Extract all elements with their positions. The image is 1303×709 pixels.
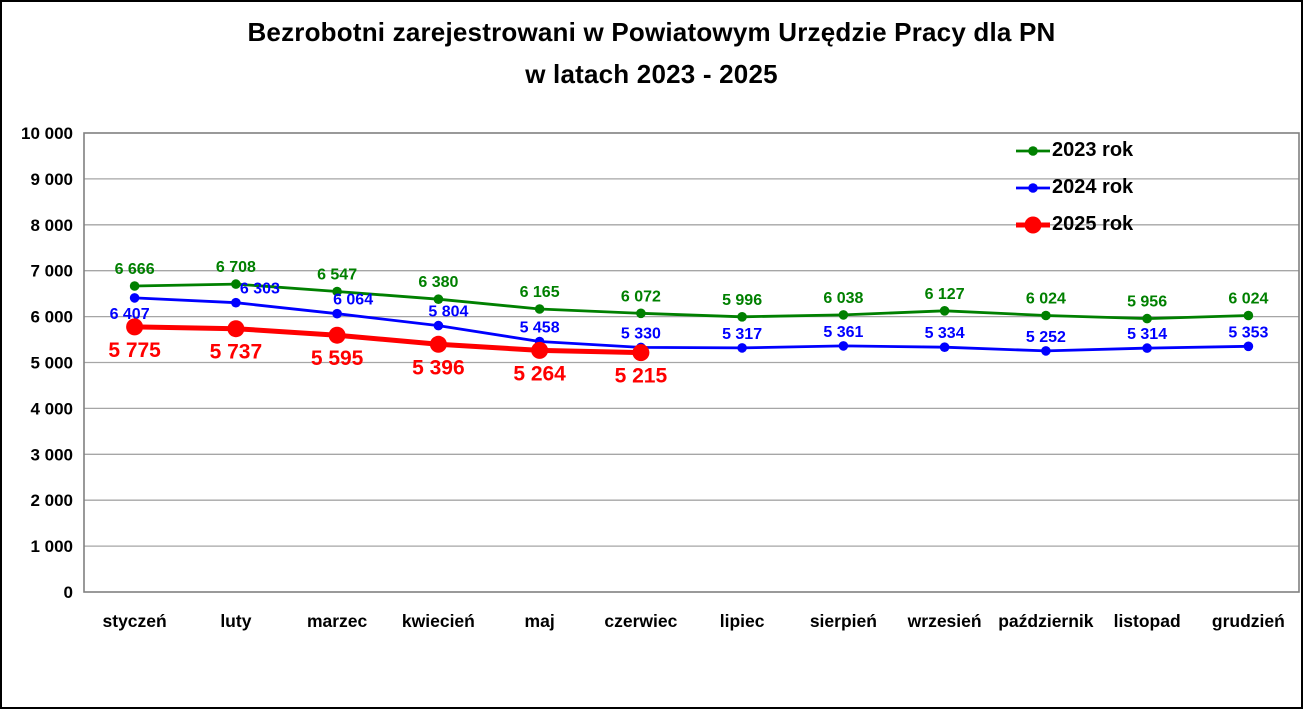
legend-item-2023: 2023 rok [1015,132,1133,169]
series-2025-rok: 5 775 5 737 5 595 5 396 5 264 5 215 [108,318,667,388]
svg-text:5 956: 5 956 [1127,294,1167,311]
series-2024-rok: 6 407 6 303 6 064 5 804 5 458 5 330 5 317 5 361… [110,281,1269,356]
chart-title: Bezrobotni zarejestrowani w Powiatowym U… [247,17,1056,47]
svg-text:6 666: 6 666 [115,261,155,278]
svg-text:6 708: 6 708 [216,259,256,276]
legend-marker-svg [1016,145,1050,156]
svg-text:5 000: 5 000 [30,354,73,373]
legend-item-2024: 2024 rok [1015,169,1133,206]
legend-marker-2023-icon [1015,140,1051,162]
series-2023-rok: 6 666 6 708 6 547 6 380 6 165 6 072 5 996 6 038… [115,259,1269,324]
legend-marker-svg [1016,182,1050,193]
svg-text:6 303: 6 303 [240,281,280,298]
svg-text:maj: maj [525,611,555,631]
chart-title-block: Bezrobotni zarejestrowani w Powiatowym U… [2,11,1301,95]
series-2025-rok-labels: 5 775 5 737 5 595 5 396 5 264 5 215 [108,339,667,388]
svg-text:5 353: 5 353 [1228,324,1268,341]
y-axis-labels: 0 1 000 2 000 3 000 4 000 5 000 6 000 7 000 8 00… [21,124,73,602]
svg-text:6 038: 6 038 [823,290,863,307]
svg-text:5 334: 5 334 [925,325,965,342]
svg-text:lipiec: lipiec [720,611,765,631]
svg-text:6 547: 6 547 [317,267,357,284]
svg-text:5 396: 5 396 [412,356,465,379]
svg-text:7 000: 7 000 [30,262,73,281]
svg-text:0: 0 [64,583,73,602]
legend-marker-svg [1016,216,1050,233]
svg-text:8 000: 8 000 [30,216,73,235]
svg-text:październik: październik [998,611,1094,631]
svg-text:10 000: 10 000 [21,124,73,143]
svg-text:6 407: 6 407 [110,306,150,323]
chart-subtitle: w latach 2023 - 2025 [525,59,778,89]
svg-text:5 252: 5 252 [1026,329,1066,346]
svg-text:6 380: 6 380 [418,274,458,291]
svg-text:5 804: 5 804 [428,304,468,321]
legend-label-2024: 2024 rok [1052,176,1134,198]
svg-text:1 000: 1 000 [30,537,73,556]
svg-text:9 000: 9 000 [30,170,73,189]
svg-text:wrzesień: wrzesień [907,611,982,631]
series-2023-rok-labels: 6 666 6 708 6 547 6 380 6 165 6 072 5 996 6 038… [115,259,1269,311]
series-2024-rok-labels: 6 407 6 303 6 064 5 804 5 458 5 330 5 317 5 361… [110,281,1269,346]
svg-text:6 064: 6 064 [333,292,373,309]
plot-border [83,132,1300,593]
svg-text:5 215: 5 215 [615,365,668,388]
legend: 2023 rok 2024 rok 2025 rok [1015,132,1133,243]
svg-text:3 000: 3 000 [30,445,73,464]
svg-text:luty: luty [220,611,251,631]
svg-text:grudzień: grudzień [1212,611,1285,631]
svg-text:5 317: 5 317 [722,326,762,343]
svg-text:2 000: 2 000 [30,491,73,510]
svg-text:kwiecień: kwiecień [402,611,475,631]
legend-label-2025: 2025 rok [1052,213,1134,235]
svg-text:6 024: 6 024 [1026,291,1066,308]
svg-text:czerwiec: czerwiec [604,611,677,631]
svg-text:5 314: 5 314 [1127,326,1167,343]
svg-text:6 127: 6 127 [925,286,965,303]
svg-text:5 361: 5 361 [823,324,863,341]
legend-marker-2025-icon [1015,214,1051,236]
svg-text:6 024: 6 024 [1228,291,1268,308]
svg-text:listopad: listopad [1114,611,1181,631]
svg-text:marzec: marzec [307,611,368,631]
svg-text:5 264: 5 264 [513,362,566,385]
legend-label-2023: 2023 rok [1052,139,1134,161]
svg-text:styczeń: styczeń [103,611,167,631]
svg-text:5 737: 5 737 [210,341,263,364]
legend-item-2025: 2025 rok [1015,206,1133,243]
svg-text:6 165: 6 165 [520,284,560,301]
svg-text:5 458: 5 458 [520,320,560,337]
x-axis-labels: styczeń luty marzec kwiecień maj czerwiec lipi… [103,611,1285,631]
svg-text:5 996: 5 996 [722,292,762,309]
svg-text:4 000: 4 000 [30,399,73,418]
svg-text:5 330: 5 330 [621,325,661,342]
svg-text:5 595: 5 595 [311,347,364,370]
svg-text:sierpień: sierpień [810,611,877,631]
svg-text:6 000: 6 000 [30,308,73,327]
gridlines [84,178,1299,547]
legend-marker-2024-icon [1015,177,1051,199]
svg-text:5 775: 5 775 [108,339,161,362]
svg-text:6 072: 6 072 [621,288,661,305]
